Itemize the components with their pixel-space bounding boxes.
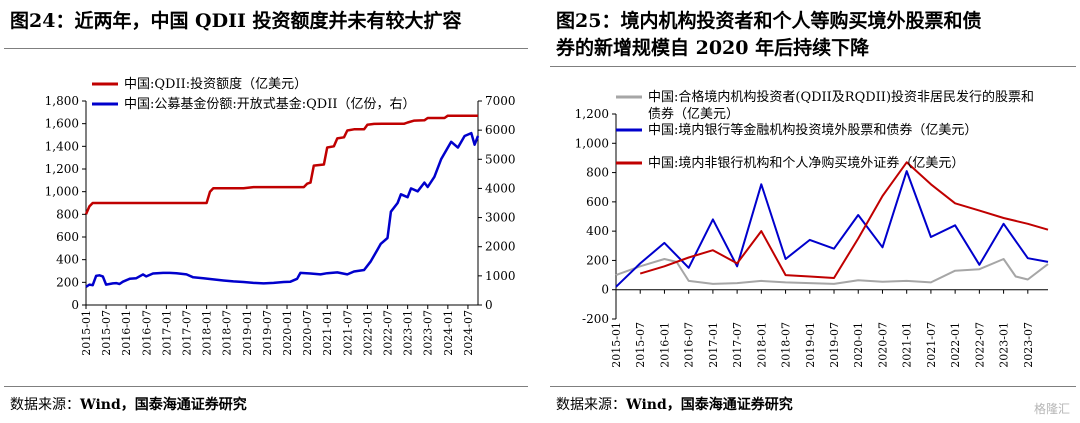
x-tick-label: 2019-07 (828, 322, 841, 368)
right-chart-title: 图25：境内机构投资者和个人等购买境外股票和债 券的新增规模自 2020 年后持… (556, 8, 981, 62)
right-source: 数据来源：Wind，国泰海通证券研究 (556, 394, 793, 414)
y-tick-label-left: 1,800 (45, 94, 79, 108)
right-title-line2: 券的新增规模自 2020 年后持续下降 (556, 37, 870, 59)
y-tick-label-left: 800 (56, 207, 79, 221)
left-source-label: 数据来源： (10, 397, 80, 413)
right-source-rule (550, 386, 1076, 387)
y-tick-label-left: 400 (586, 224, 609, 238)
x-tick-label: 2023-01 (998, 322, 1011, 368)
x-tick-label: 2016-01 (658, 322, 671, 368)
y-tick-label-left: 1,200 (45, 162, 79, 176)
x-tick-label: 2019-01 (241, 310, 254, 356)
x-tick-label: 2020-01 (281, 310, 294, 356)
x-tick-label: 2021-07 (925, 322, 938, 368)
left-title-rule (4, 48, 528, 49)
x-tick-label: 2020-01 (852, 322, 865, 368)
x-tick-label: 2023-07 (1022, 322, 1035, 368)
y-tick-label-left: 600 (586, 195, 609, 209)
x-tick-label: 2015-01 (610, 322, 623, 368)
left-chart: 0 200 400 600 800 1,000 1,200 1,400 1,600 1,800 0 1… (45, 76, 516, 356)
left-source-rule (4, 386, 528, 387)
y-tick-label-left: 600 (56, 230, 79, 244)
x-tick-label: 2022-01 (949, 322, 962, 368)
x-tick-label: 2018-01 (201, 310, 214, 356)
legend-label-2: 中国:境内银行等金融机构投资境外股票和债券（亿美元） (648, 122, 977, 138)
left-chart-title: 图24：近两年，中国 QDII 投资额度并未有较大扩容 (10, 10, 462, 32)
x-tick-label: 2021-07 (341, 310, 354, 356)
y-tick-label-left: 1,000 (45, 185, 79, 199)
x-tick-label: 2022-01 (361, 310, 374, 356)
legend-label-3: 中国:境内非银行机构和个人净购买境外证券（亿美元） (648, 155, 964, 171)
right-source-text: Wind，国泰海通证券研究 (626, 397, 793, 413)
right-chart: -200 0 200 400 600 800 1,000 1,200 2015-01 2015-0… (575, 89, 1049, 368)
x-tick-label: 2017-01 (707, 322, 720, 368)
x-tick-label: 2017-07 (181, 310, 194, 356)
y-tick-label-left: 1,000 (575, 136, 609, 150)
y-tick-label-left: 0 (601, 283, 609, 297)
y-tick-label-right: 7000 (485, 94, 516, 108)
y-tick-label-left: 200 (586, 253, 609, 267)
x-tick-label: 2015-07 (634, 322, 647, 368)
x-tick-label: 2019-07 (261, 310, 274, 356)
legend-label-2: 中国:公募基金份额:开放式基金:QDII（亿份，右） (124, 96, 416, 112)
legend-label-1-line1: 中国:合格境内机构投资者(QDII及RQDII)投资非居民发行的股票和 (648, 89, 1034, 105)
x-tick-label: 2019-01 (804, 322, 817, 368)
x-tick-label: 2021-01 (321, 310, 334, 356)
x-tick-label: 2023-07 (422, 310, 435, 356)
x-tick-label: 2023-01 (402, 310, 415, 356)
y-tick-label-left: 200 (56, 275, 79, 289)
x-tick-label: 2016-07 (683, 322, 696, 368)
y-tick-label-left: 0 (71, 298, 79, 312)
x-tick-label: 2017-01 (160, 310, 173, 356)
y-tick-label-right: 0 (485, 298, 493, 312)
y-tick-label-left: 400 (56, 253, 79, 267)
y-tick-label-left: 1,200 (575, 107, 609, 121)
x-tick-label: 2021-01 (901, 322, 914, 368)
y-tick-label-left: 1,400 (45, 139, 79, 153)
series-line-3 (639, 161, 1049, 279)
x-tick-label: 2018-01 (755, 322, 768, 368)
legend-label-1-line2: 债券（亿美元） (648, 106, 739, 122)
x-tick-label: 2018-07 (780, 322, 793, 368)
x-tick-label: 2015-01 (80, 310, 93, 356)
x-tick-label: 2020-07 (301, 310, 314, 356)
x-tick-label: 2018-07 (221, 310, 234, 356)
y-tick-label-right: 2000 (485, 240, 516, 254)
x-tick-label: 2022-07 (382, 310, 395, 356)
right-source-label: 数据来源： (556, 397, 626, 413)
y-tick-label-right: 5000 (485, 152, 516, 166)
x-tick-label: 2022-07 (973, 322, 986, 368)
right-title-rule (550, 66, 1076, 67)
y-tick-label-right: 4000 (485, 181, 516, 195)
x-tick-label: 2016-07 (140, 310, 153, 356)
series-line-1 (84, 114, 478, 215)
series-line-1 (615, 258, 1049, 285)
x-tick-label: 2017-07 (731, 322, 744, 368)
y-tick-label-right: 6000 (485, 123, 516, 137)
x-tick-label: 2015-07 (100, 310, 113, 356)
left-source: 数据来源：Wind，国泰海通证券研究 (10, 394, 247, 414)
right-title-line1: 图25：境内机构投资者和个人等购买境外股票和债 (556, 10, 982, 32)
y-tick-label-left: -200 (582, 312, 609, 326)
legend-label-1: 中国:QDII:投资额度（亿美元） (124, 76, 307, 92)
y-tick-label-right: 3000 (485, 211, 516, 225)
x-tick-label: 2024-01 (442, 310, 455, 356)
series-line-2 (615, 170, 1049, 288)
watermark-logo: 格隆汇 (1033, 402, 1070, 416)
x-tick-label: 2016-01 (120, 310, 133, 356)
left-panel: 图24：近两年，中国 QDII 投资额度并未有较大扩容 0 200 400 600 80… (0, 0, 532, 423)
x-tick-label: 2020-07 (876, 322, 889, 368)
y-tick-label-left: 1,600 (45, 117, 79, 131)
left-source-text: Wind，国泰海通证券研究 (80, 397, 247, 413)
y-tick-label-right: 1000 (485, 269, 516, 283)
x-tick-label: 2024-07 (462, 310, 475, 356)
series-line-2 (85, 131, 480, 288)
right-panel: 图25：境内机构投资者和个人等购买境外股票和债 券的新增规模自 2020 年后持… (546, 0, 1080, 423)
y-tick-label-left: 800 (586, 166, 609, 180)
